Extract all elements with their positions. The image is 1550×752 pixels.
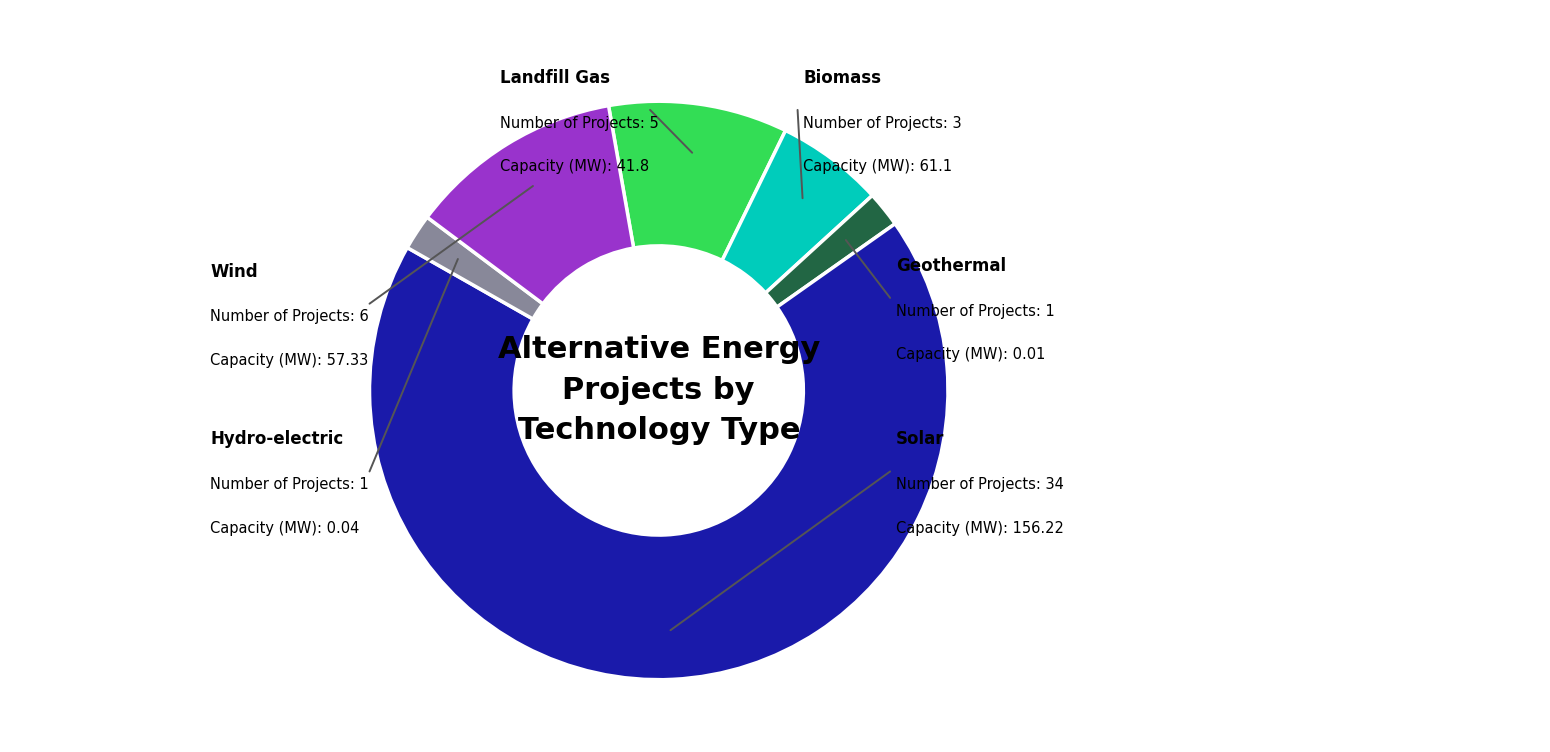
Text: Capacity (MW): 61.1: Capacity (MW): 61.1 [803, 159, 953, 174]
Text: Wind: Wind [211, 262, 257, 280]
Text: Capacity (MW): 0.04: Capacity (MW): 0.04 [211, 520, 360, 535]
Text: Solar: Solar [896, 430, 944, 448]
Text: Hydro-electric: Hydro-electric [211, 430, 344, 448]
Wedge shape [369, 224, 949, 680]
Text: Capacity (MW): 0.01: Capacity (MW): 0.01 [896, 347, 1045, 362]
Text: Number of Projects: 34: Number of Projects: 34 [896, 478, 1063, 493]
Wedge shape [766, 196, 894, 307]
Text: Number of Projects: 1: Number of Projects: 1 [896, 304, 1054, 319]
Text: Number of Projects: 1: Number of Projects: 1 [211, 478, 369, 493]
Text: Landfill Gas: Landfill Gas [499, 68, 609, 86]
Text: Capacity (MW): 156.22: Capacity (MW): 156.22 [896, 520, 1063, 535]
Wedge shape [408, 217, 542, 319]
Text: Biomass: Biomass [803, 68, 882, 86]
Wedge shape [609, 102, 786, 260]
Text: Capacity (MW): 57.33: Capacity (MW): 57.33 [211, 353, 369, 368]
Text: Capacity (MW): 41.8: Capacity (MW): 41.8 [499, 159, 649, 174]
Text: Geothermal: Geothermal [896, 256, 1006, 274]
Wedge shape [428, 105, 634, 304]
Text: Alternative Energy
Projects by
Technology Type: Alternative Energy Projects by Technolog… [498, 335, 820, 445]
Text: Number of Projects: 6: Number of Projects: 6 [211, 310, 369, 324]
Wedge shape [722, 131, 873, 293]
Text: Number of Projects: 3: Number of Projects: 3 [803, 116, 963, 131]
Text: Number of Projects: 5: Number of Projects: 5 [499, 116, 659, 131]
